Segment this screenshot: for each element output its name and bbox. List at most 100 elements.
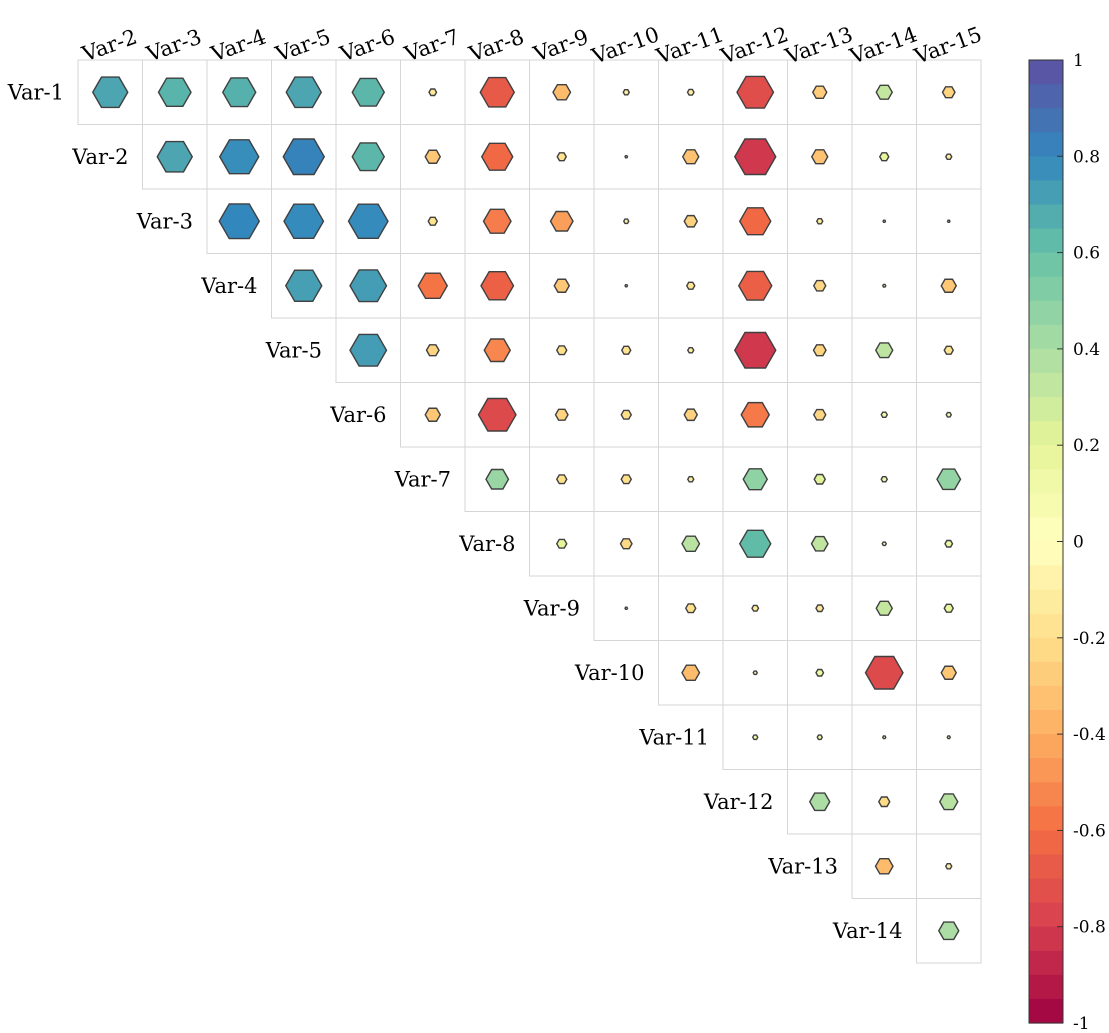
colorbar-band (1029, 950, 1063, 976)
correlation-hexagon (736, 75, 775, 109)
correlation-hexagon (938, 793, 959, 811)
correlation-hexagon (482, 208, 512, 234)
grid-cell (916, 59, 982, 125)
row-label: Var-10 (574, 661, 645, 685)
row-label: Var-11 (638, 725, 709, 749)
correlation-hexagon (622, 88, 631, 96)
colorbar-band (1029, 685, 1063, 711)
correlation-hexagon (351, 77, 386, 107)
correlation-hexagon (285, 76, 323, 109)
colorbar-band (1029, 60, 1063, 85)
correlation-hexagon (483, 338, 512, 363)
correlation-hexagon (944, 153, 953, 161)
correlation-hexagon (157, 77, 192, 108)
correlation-hexagon (284, 269, 323, 303)
colorbar-band (1029, 998, 1063, 1024)
correlation-hexagon (733, 331, 777, 369)
colorbar-band (1029, 734, 1063, 759)
colorbar-band (1029, 445, 1063, 470)
correlation-hexagon (556, 152, 568, 162)
row-label: Var-7 (394, 467, 451, 491)
correlation-hexagon (686, 346, 695, 354)
correlation-hexagon (944, 862, 953, 870)
correlation-hexagon (812, 408, 827, 421)
correlation-hexagon (812, 344, 827, 357)
correlation-hexagon (622, 218, 630, 225)
correlation-hexagon (937, 921, 960, 941)
correlation-hexagon (477, 397, 517, 432)
row-label: Var-13 (767, 854, 838, 878)
row-label: Var-4 (200, 274, 257, 298)
correlation-hexagon (282, 138, 326, 176)
row-label: Var-8 (458, 532, 515, 556)
correlation-hexagon (874, 857, 894, 875)
row-label: Var-14 (832, 919, 903, 943)
colorbar-band (1029, 565, 1063, 591)
correlation-hexagon (880, 411, 889, 419)
correlation-hexagon (555, 538, 568, 549)
colorbar-tick-label: 0.8 (1073, 147, 1100, 167)
correlation-hexagon (752, 670, 759, 676)
correlation-hexagon (742, 468, 769, 491)
correlation-hexagon (941, 86, 956, 99)
colorbar-band (1029, 878, 1063, 904)
correlation-hexagon (683, 214, 699, 228)
correlation-hexagon (740, 401, 771, 428)
row-label: Var-1 (7, 80, 64, 104)
correlation-hexagon (681, 535, 701, 553)
colorbar-tick-label: 0.6 (1073, 244, 1100, 264)
colorbar-band (1029, 974, 1063, 1000)
correlation-hexagon (816, 734, 824, 741)
colorbar-tick-label: 0 (1073, 533, 1084, 553)
correlation-hexagon (681, 664, 701, 682)
colorbar-band (1029, 132, 1063, 157)
colorbar-band (1029, 613, 1063, 639)
colorbar-band (1029, 710, 1063, 735)
correlation-hexagon (944, 539, 954, 548)
correlation-hexagon (218, 203, 261, 240)
colorbar-tick-label: -0.6 (1073, 821, 1106, 841)
correlation-hexagon (882, 219, 887, 223)
correlation-hexagon (685, 281, 696, 290)
correlation-hexagon (738, 207, 772, 236)
correlation-hexagon (283, 203, 325, 240)
correlation-hexagon (881, 735, 887, 740)
correlation-hexagon (751, 604, 760, 612)
correlation-hexagon (549, 210, 574, 232)
colorbar-band (1029, 758, 1063, 783)
correlation-hexagon (555, 345, 568, 356)
colorbar-band (1029, 902, 1063, 928)
correlation-hexagon (485, 468, 510, 490)
correlation-hexagon (810, 149, 829, 165)
correlation-hexagon (624, 154, 629, 159)
correlation-hexagon (351, 142, 386, 172)
correlation-hexagon (349, 269, 388, 303)
colorbar-band (1029, 637, 1063, 663)
correlation-hexagon (881, 541, 888, 547)
correlation-hexagon (737, 270, 773, 301)
colorbar-band (1029, 108, 1063, 133)
correlation-hexagon (554, 408, 569, 421)
correlation-hexagon (813, 473, 827, 485)
correlation-hexagon (943, 345, 955, 355)
correlation-hexagon (347, 203, 389, 240)
colorbar-tick-label: 1 (1073, 51, 1084, 71)
correlation-hexagon (624, 606, 629, 611)
colorbar-band (1029, 180, 1063, 206)
correlation-hexagon (686, 88, 695, 96)
correlation-hexagon (878, 152, 890, 162)
colorbar-tick-label: -0.8 (1073, 918, 1106, 938)
colorbar-band (1029, 252, 1063, 278)
correlation-hexagon (91, 76, 129, 109)
correlation-glyphs (91, 75, 962, 941)
row-label: Var-9 (523, 596, 580, 620)
correlation-hexagon (943, 603, 955, 613)
grid-cell (593, 124, 659, 190)
correlation-hexagon (684, 603, 697, 614)
correlation-hexagon (427, 216, 439, 226)
correlation-hexagon (880, 475, 889, 483)
correlation-hexagon (864, 655, 904, 690)
correlation-hexagon (349, 333, 388, 367)
